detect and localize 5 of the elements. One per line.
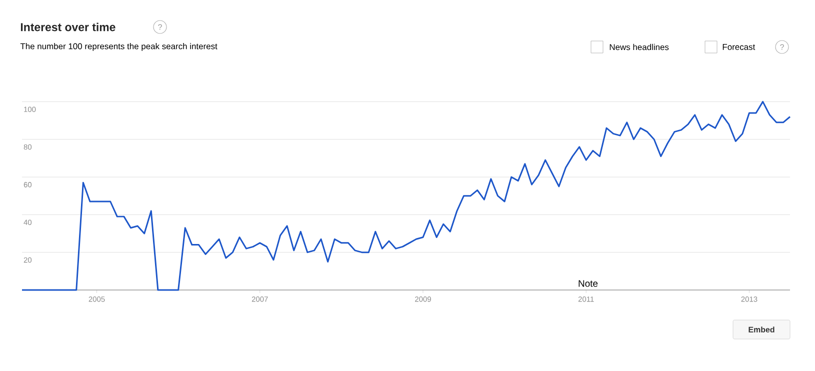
annotation: Note [578,280,598,287]
chart-subtitle: The number 100 represents the peak search interest [20,43,218,51]
chart-title: Interest over time [20,22,116,32]
text: News headlines [610,44,669,50]
text: Forecast [722,44,756,50]
